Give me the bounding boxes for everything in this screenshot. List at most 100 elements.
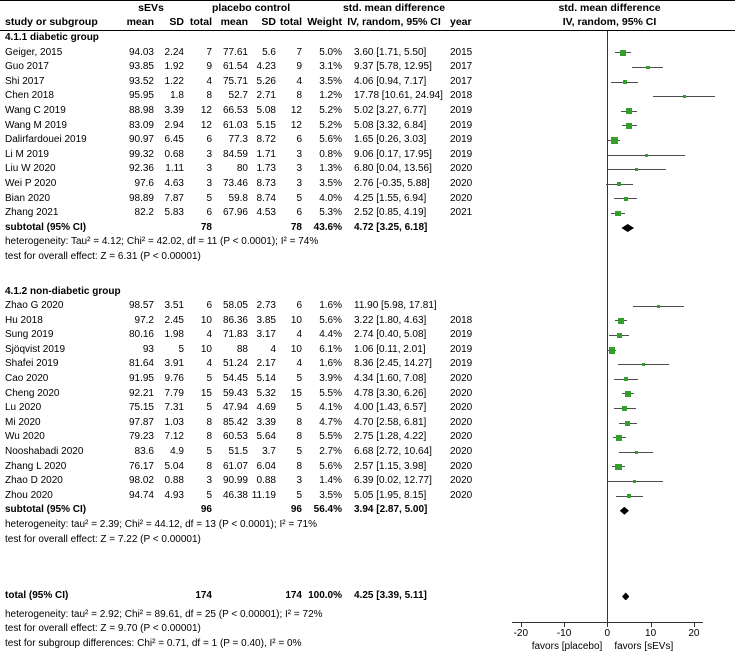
favors-right-label: favors [sEVs] bbox=[614, 640, 674, 652]
ci-marker bbox=[484, 430, 735, 445]
placebo-total: 3 bbox=[296, 148, 302, 160]
sevs-sd: 1.22 bbox=[164, 75, 184, 87]
plot-cell bbox=[484, 74, 735, 90]
sevs-mean: 93.85 bbox=[128, 61, 154, 73]
placebo-sd: 8.74 bbox=[256, 192, 276, 204]
zero-line bbox=[607, 401, 609, 416]
weight-value: 5.5% bbox=[319, 431, 342, 443]
sevs-sd: 3.91 bbox=[164, 358, 184, 370]
study-label: Wang M 2019 bbox=[5, 119, 67, 131]
placebo-mean: 88 bbox=[236, 343, 248, 355]
point-estimate bbox=[635, 168, 639, 172]
placebo-total: 5 bbox=[296, 489, 302, 501]
sevs-mean: 80.16 bbox=[128, 329, 154, 341]
sevs-mean bbox=[118, 221, 154, 236]
point-estimate bbox=[615, 210, 622, 217]
total-heterogeneity-text: heterogeneity: tau² = 2.92; Chi² = 89.61… bbox=[5, 608, 323, 620]
zero-line bbox=[607, 547, 609, 590]
sevs-total: 5 bbox=[206, 489, 212, 501]
axis-tick-label: 20 bbox=[688, 627, 700, 639]
year-value: 2020 bbox=[450, 373, 473, 385]
sevs-sd: 1.8 bbox=[170, 90, 184, 102]
pooled-diamond bbox=[621, 224, 635, 233]
study-label: subtotal (95% CI) bbox=[5, 504, 87, 516]
sevs-total: 10 bbox=[200, 314, 212, 326]
point-estimate bbox=[611, 137, 618, 144]
placebo-sd: 0.88 bbox=[256, 475, 276, 487]
sevs-mean: 92.21 bbox=[128, 387, 154, 399]
study-label: Hu 2018 bbox=[5, 314, 43, 326]
year-value: 2021 bbox=[450, 207, 473, 219]
header-weight: Weight bbox=[307, 16, 342, 28]
zero-line bbox=[607, 488, 609, 504]
ci-text: 9.06 [0.17, 17.95] bbox=[354, 148, 432, 160]
overall-effect-text: test for overall effect: Z = 6.31 (P < 0… bbox=[5, 250, 201, 262]
stat-row: heterogeneity: tau² = 2.39; Chi² = 44.12… bbox=[0, 518, 735, 533]
placebo-total: 5 bbox=[296, 373, 302, 385]
zero-line bbox=[607, 133, 609, 148]
year-value: 2020 bbox=[450, 402, 473, 414]
study-row: Cheng 2020 92.21 7.79 15 59.43 5.32 15 5.5% 4.78… bbox=[0, 386, 735, 402]
sevs-sd: 2.24 bbox=[164, 46, 184, 58]
placebo-sd: 5.6 bbox=[262, 46, 276, 58]
ci-marker bbox=[484, 46, 735, 61]
sevs-total: 10 bbox=[200, 343, 212, 355]
sevs-total: 9 bbox=[206, 61, 212, 73]
placebo-total: 8 bbox=[296, 460, 302, 472]
placebo-sd: 3.39 bbox=[256, 416, 276, 428]
sevs-total: 4 bbox=[206, 358, 212, 370]
sevs-mean: 81.64 bbox=[128, 358, 154, 370]
sevs-total: 5 bbox=[206, 192, 212, 204]
plot-cell bbox=[484, 133, 735, 148]
study-label: Cheng 2020 bbox=[5, 387, 60, 399]
year-value: 2020 bbox=[450, 177, 473, 189]
placebo-total: 3 bbox=[296, 177, 302, 189]
zero-line bbox=[607, 74, 609, 90]
point-estimate bbox=[682, 95, 686, 99]
ci-text: 6.68 [2.72, 10.64] bbox=[354, 446, 432, 458]
plot-cell bbox=[484, 532, 735, 548]
placebo-mean: 71.83 bbox=[222, 329, 248, 341]
study-label: Shi 2017 bbox=[5, 75, 45, 87]
ci-marker bbox=[484, 401, 735, 416]
sevs-mean: 93 bbox=[142, 343, 154, 355]
sevs-total: 6 bbox=[206, 134, 212, 146]
weight-value: 1.2% bbox=[319, 90, 342, 102]
placebo-mean: 90.99 bbox=[222, 475, 248, 487]
ci-marker bbox=[484, 75, 735, 90]
study-row: Lu 2020 75.15 7.31 5 47.94 4.69 5 4.1% 4.00 [1.4… bbox=[0, 401, 735, 416]
sevs-total: 3 bbox=[206, 475, 212, 487]
study-label: Cao 2020 bbox=[5, 373, 49, 385]
ci-marker bbox=[484, 343, 735, 358]
year-value: 2017 bbox=[450, 61, 473, 73]
study-label: Wei P 2020 bbox=[5, 177, 57, 189]
heterogeneity-text: heterogeneity: tau² = 2.39; Chi² = 44.12… bbox=[5, 519, 317, 530]
ci-text: 5.08 [3.32, 6.84] bbox=[354, 119, 427, 131]
sevs-sd: 6.45 bbox=[164, 134, 184, 146]
study-label: Zhang 2021 bbox=[5, 207, 59, 219]
study-label: Geiger, 2015 bbox=[5, 46, 63, 58]
plot-cell bbox=[484, 342, 735, 358]
sevs-total: 6 bbox=[206, 207, 212, 219]
sevs-total: 8 bbox=[206, 90, 212, 102]
point-estimate bbox=[624, 390, 632, 397]
zero-line bbox=[607, 60, 609, 75]
placebo-total: 96 bbox=[290, 504, 302, 516]
ci-marker bbox=[484, 372, 735, 387]
weight-value: 43.6% bbox=[313, 221, 342, 233]
heterogeneity-text: heterogeneity: Tau² = 4.12; Chi² = 42.02… bbox=[5, 236, 319, 248]
sevs-sd: 3.39 bbox=[164, 104, 184, 116]
placebo-total: 6 bbox=[296, 207, 302, 219]
sevs-total: 15 bbox=[200, 387, 212, 399]
year-value: 2020 bbox=[450, 431, 473, 443]
sevs-mean: 97.2 bbox=[134, 314, 154, 326]
sevs-mean: 98.57 bbox=[128, 300, 154, 312]
sevs-sd: 7.87 bbox=[164, 192, 184, 204]
placebo-sd: 5.64 bbox=[256, 431, 276, 443]
weight-value: 56.4% bbox=[313, 504, 342, 516]
study-label: Mi 2020 bbox=[5, 416, 41, 428]
header-smd-plot-col: std. mean difference bbox=[558, 2, 661, 14]
placebo-sd: 2.71 bbox=[256, 90, 276, 102]
placebo-total: 10 bbox=[290, 343, 302, 355]
sevs-sd bbox=[154, 589, 184, 604]
